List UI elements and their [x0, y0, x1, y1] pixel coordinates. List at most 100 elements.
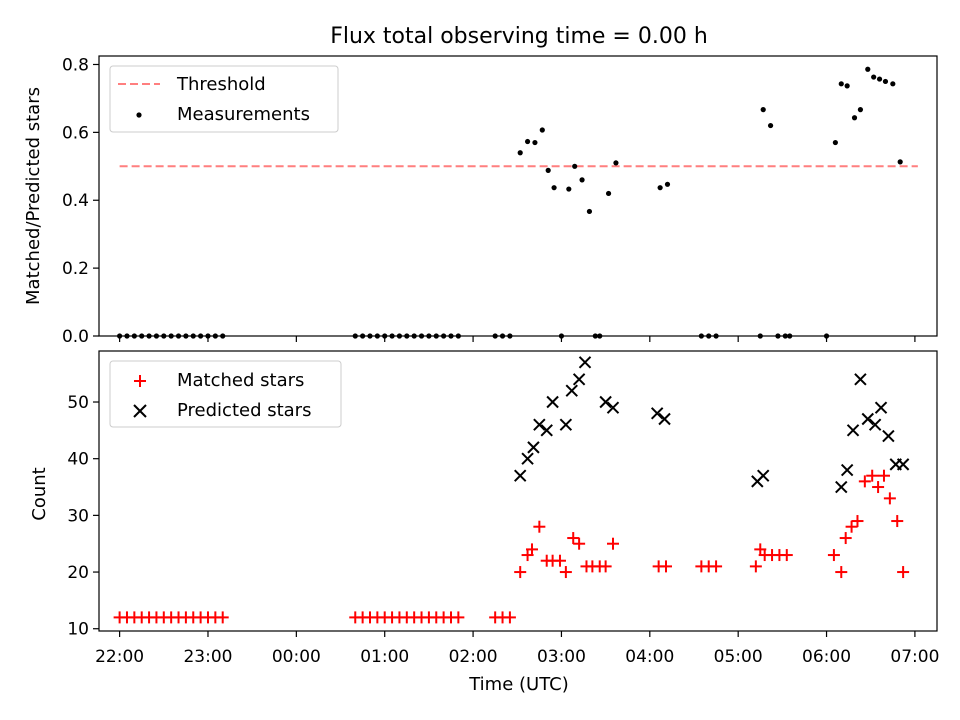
top-panel: 0.00.20.40.60.8 Matched/Predicted stars … — [23, 55, 938, 347]
y-tick-label: 50 — [67, 393, 89, 413]
matched-star-marker — [660, 560, 673, 573]
matched-star-marker — [514, 566, 527, 579]
matched-star-marker — [525, 543, 538, 556]
measurement-point — [844, 83, 850, 89]
predicted-star-marker — [882, 429, 895, 443]
legend-measurements-label: Measurements — [177, 104, 310, 125]
measurement-point — [517, 150, 523, 156]
matched-star-marker — [216, 611, 229, 624]
bottom-x-axis: 22:00 23:00 00:00 01:00 02:00 03:00 04:00 05:00… — [95, 631, 939, 667]
y-tick-label: 10 — [67, 620, 89, 640]
predicted-star-marker — [757, 469, 770, 482]
legend-predicted-label: Predicted stars — [177, 400, 311, 421]
matched-star-marker — [567, 532, 580, 545]
matched-star-marker — [559, 566, 572, 579]
measurement-point — [890, 81, 896, 87]
top-legend: Threshold Measurements — [109, 65, 339, 133]
matched-star-marker — [827, 549, 840, 562]
matched-star-marker — [866, 469, 879, 482]
measurement-point — [760, 107, 766, 113]
measurement-point — [572, 163, 578, 169]
matched-star-marker — [877, 469, 890, 482]
measurement-point — [664, 181, 671, 187]
predicted-star-marker — [846, 424, 860, 437]
matched-star-marker — [606, 537, 619, 550]
measurement-point — [613, 160, 619, 166]
matched-star-marker — [872, 481, 885, 494]
measurement-point — [832, 139, 838, 146]
measurement-point — [657, 185, 663, 191]
x-tick-label: 22:00 — [95, 647, 144, 667]
matched-star-marker — [891, 515, 904, 528]
legend-predicted-swatch — [133, 404, 147, 418]
matched-star-marker — [858, 475, 871, 488]
measurement-point — [566, 186, 572, 192]
bottom-x-axis-label: Time (UTC) — [468, 674, 569, 695]
measurement-point — [838, 81, 844, 87]
measurement-point — [579, 177, 585, 183]
measurement-point — [586, 208, 593, 215]
bottom-legend-frame — [109, 360, 342, 428]
top-x-ticks — [119, 336, 916, 342]
x-tick-label: 06:00 — [802, 647, 851, 667]
predicted-star-marker — [521, 452, 534, 465]
top-legend-frame — [109, 65, 339, 133]
matched-star-marker — [835, 566, 848, 579]
matched-star-marker — [553, 554, 566, 567]
x-tick-label: 07:00 — [890, 647, 939, 667]
y-tick-label: 20 — [67, 563, 89, 583]
predicted-star-marker — [896, 458, 910, 471]
measurement-point — [539, 127, 545, 133]
predicted-star-marker — [578, 356, 592, 369]
measurement-point — [532, 139, 538, 146]
matched-star-marker — [503, 611, 516, 624]
top-y-axis: 0.0 0.2 0.4 0.6 0.8 — [62, 55, 99, 347]
matched-star-marker — [845, 520, 858, 533]
predicted-star-marker — [572, 373, 586, 386]
y-tick-label: 0.2 — [62, 259, 89, 279]
matched-star-marker — [749, 560, 762, 573]
legend-threshold-label: Threshold — [176, 74, 266, 95]
measurement-point — [876, 76, 883, 82]
predicted-star-marker — [599, 395, 612, 409]
bottom-panel: 10 20 30 40 50 22:00 23:00 00:00 01:00 02:00 03:0… — [29, 350, 939, 695]
measurement-point — [545, 167, 551, 173]
y-tick-label: 0.8 — [62, 55, 89, 75]
matched-star-marker — [897, 566, 910, 579]
predicted-star-marker — [854, 373, 867, 386]
predicted-star-marker — [606, 401, 620, 414]
bottom-plot-marks — [113, 356, 910, 624]
matched-star-marker — [599, 560, 612, 573]
matched-star-marker — [780, 549, 793, 562]
top-plot-frame — [98, 55, 938, 337]
measurement-point — [851, 115, 858, 121]
measurement-point — [897, 159, 903, 165]
matched-star-marker — [452, 611, 465, 624]
y-tick-label: 40 — [67, 450, 89, 470]
x-tick-label: 05:00 — [714, 647, 763, 667]
predicted-star-marker — [514, 469, 527, 482]
matched-star-marker — [851, 515, 864, 528]
predicted-star-marker — [868, 418, 882, 431]
y-tick-label: 30 — [67, 506, 89, 526]
predicted-star-marker — [861, 412, 874, 426]
measurement-point — [871, 74, 877, 80]
matched-star-marker — [839, 532, 852, 545]
x-tick-label: 23:00 — [183, 647, 232, 667]
legend-measurements-swatch — [136, 112, 142, 118]
x-tick-label: 04:00 — [625, 647, 674, 667]
predicted-star-marker — [527, 441, 540, 454]
predicted-star-marker — [658, 412, 671, 426]
measurement-point — [865, 66, 871, 72]
matched-star-marker — [533, 520, 546, 533]
measurement-point — [551, 185, 557, 191]
predicted-star-marker — [540, 424, 553, 437]
predicted-star-marker — [565, 384, 578, 397]
predicted-star-marker — [533, 418, 546, 431]
measurement-point — [524, 138, 531, 145]
x-tick-label: 02:00 — [449, 647, 498, 667]
measurement-point — [857, 107, 864, 113]
y-tick-label: 0.4 — [62, 191, 89, 211]
x-tick-label: 01:00 — [360, 647, 409, 667]
